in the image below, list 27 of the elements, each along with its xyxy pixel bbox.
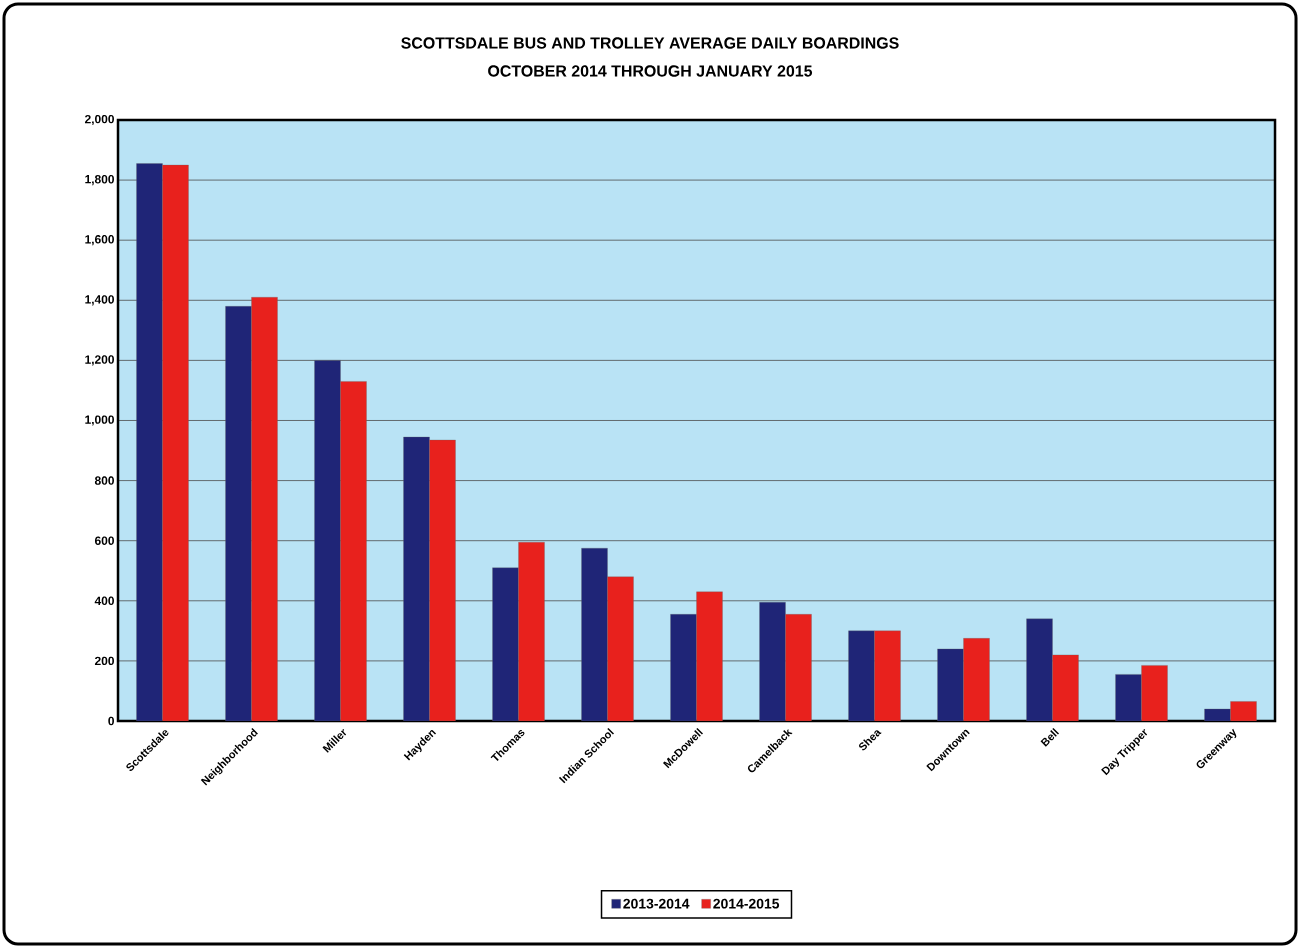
y-tick-label: 600 (94, 536, 114, 545)
y-tick-label: 1,000 (85, 415, 114, 426)
y-tick-label: 0 (108, 716, 114, 726)
y-tick-label: 200 (94, 656, 114, 666)
y-tick-label: 1,400 (85, 295, 114, 306)
y-tick-label: 2,000 (84, 114, 114, 126)
y-tick-label: 800 (94, 476, 114, 485)
bar (162, 164, 189, 721)
bar (1141, 665, 1168, 721)
bar (963, 638, 990, 721)
legend-label: 2013-2014 (623, 898, 690, 909)
chart-subtitle: OCTOBER 2014 THROUGH JANUARY 2015 (488, 65, 813, 77)
bar (874, 630, 901, 721)
bar (429, 439, 456, 721)
y-tick-label: 1,200 (85, 355, 114, 366)
bar (696, 591, 723, 721)
bar (518, 542, 545, 721)
y-tick-label: 1,600 (85, 235, 114, 246)
bar (785, 614, 812, 721)
y-tick-label: 400 (94, 596, 114, 606)
legend-label: 2014-2015 (713, 898, 780, 909)
chart-title: SCOTTSDALE BUS AND TROLLEY AVERAGE DAILY BOARDINGS (401, 37, 899, 49)
bar (1052, 654, 1079, 721)
bar (251, 297, 278, 721)
y-tick-label: 1,800 (85, 174, 114, 186)
bar (607, 576, 634, 721)
bar (340, 381, 367, 721)
